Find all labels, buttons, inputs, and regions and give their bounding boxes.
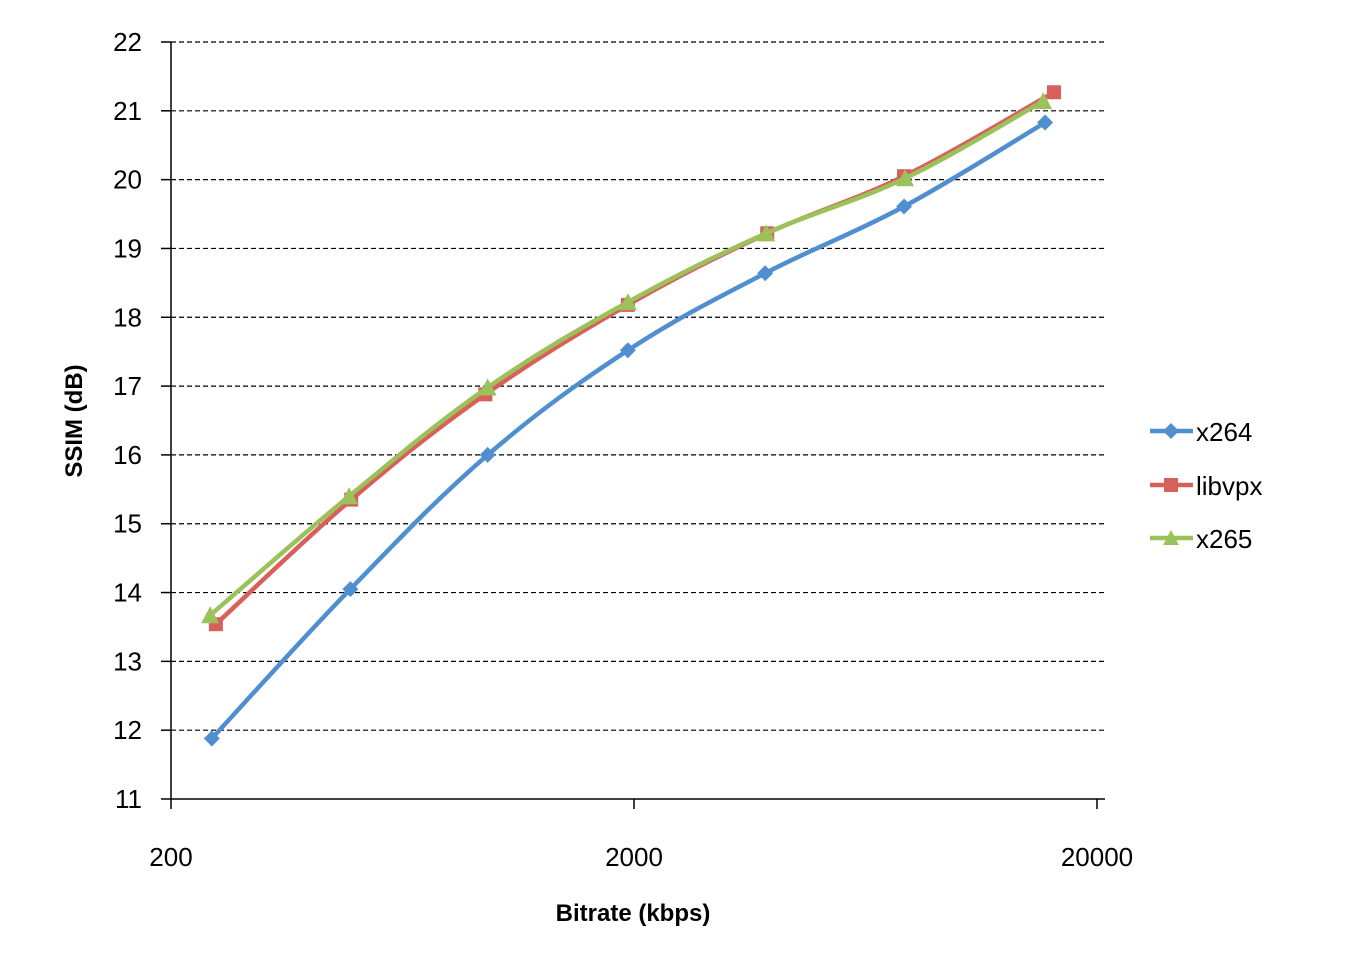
square-marker-icon: [1047, 85, 1062, 100]
triangle-marker-icon: [201, 606, 220, 624]
diamond-marker-icon: [757, 265, 774, 282]
series-x265: [201, 92, 1053, 624]
triangle-marker-icon: [1034, 92, 1053, 110]
x-tick-label: 20000: [1061, 842, 1133, 872]
y-tick-label: 19: [113, 233, 142, 263]
y-tick-label: 20: [113, 165, 142, 195]
data-series: [201, 85, 1062, 747]
y-axis-ticks: 11 12 13 14 15 16 17 18 19 20 21 22: [113, 27, 171, 814]
x-axis-title: Bitrate (kbps): [556, 900, 711, 927]
y-tick-label: 11: [115, 784, 142, 814]
legend: x264 libvpx x265: [1150, 417, 1262, 554]
y-tick-label: 15: [113, 509, 142, 539]
legend-item-x264: x264: [1150, 417, 1252, 447]
diamond-marker-icon: [619, 342, 636, 359]
triangle-marker-icon: [757, 224, 776, 242]
series-x264: [203, 114, 1054, 747]
y-tick-label: 14: [113, 578, 142, 608]
y-tick-label: 18: [113, 302, 142, 332]
diamond-marker-icon: [1037, 114, 1054, 131]
triangle-marker-icon: [478, 378, 497, 396]
x-tick-label: 2000: [605, 842, 663, 872]
gridlines: [171, 41, 1105, 731]
y-tick-label: 22: [113, 27, 142, 57]
y-tick-label: 12: [113, 715, 142, 745]
series-line: [207, 98, 1046, 618]
legend-item-libvpx: libvpx: [1150, 471, 1262, 501]
diamond-marker-icon: [203, 730, 220, 747]
triangle-marker-icon: [896, 169, 915, 187]
legend-label: x264: [1196, 417, 1252, 447]
square-marker-icon: [1164, 478, 1178, 492]
series-libvpx: [208, 85, 1062, 632]
x-axis-ticks: 200 2000 20000: [149, 799, 1133, 872]
diamond-marker-icon: [342, 581, 359, 598]
y-tick-label: 17: [113, 371, 142, 401]
triangle-marker-icon: [618, 293, 637, 311]
diamond-marker-icon: [479, 446, 496, 463]
triangle-marker-icon: [340, 487, 359, 505]
series-line: [213, 89, 1057, 627]
y-axis-title: SSIM (dB): [61, 364, 88, 477]
legend-item-x265: x265: [1150, 524, 1252, 554]
axes: [170, 42, 1105, 800]
y-tick-label: 21: [113, 96, 142, 126]
triangle-marker-icon: [1163, 530, 1179, 545]
y-tick-label: 13: [113, 646, 142, 676]
diamond-marker-icon: [896, 198, 913, 215]
diamond-marker-icon: [1163, 423, 1179, 439]
legend-label: libvpx: [1196, 471, 1262, 501]
series-line: [209, 120, 1048, 741]
legend-label: x265: [1196, 524, 1252, 554]
x-tick-label: 200: [149, 842, 192, 872]
y-tick-label: 16: [113, 440, 142, 470]
